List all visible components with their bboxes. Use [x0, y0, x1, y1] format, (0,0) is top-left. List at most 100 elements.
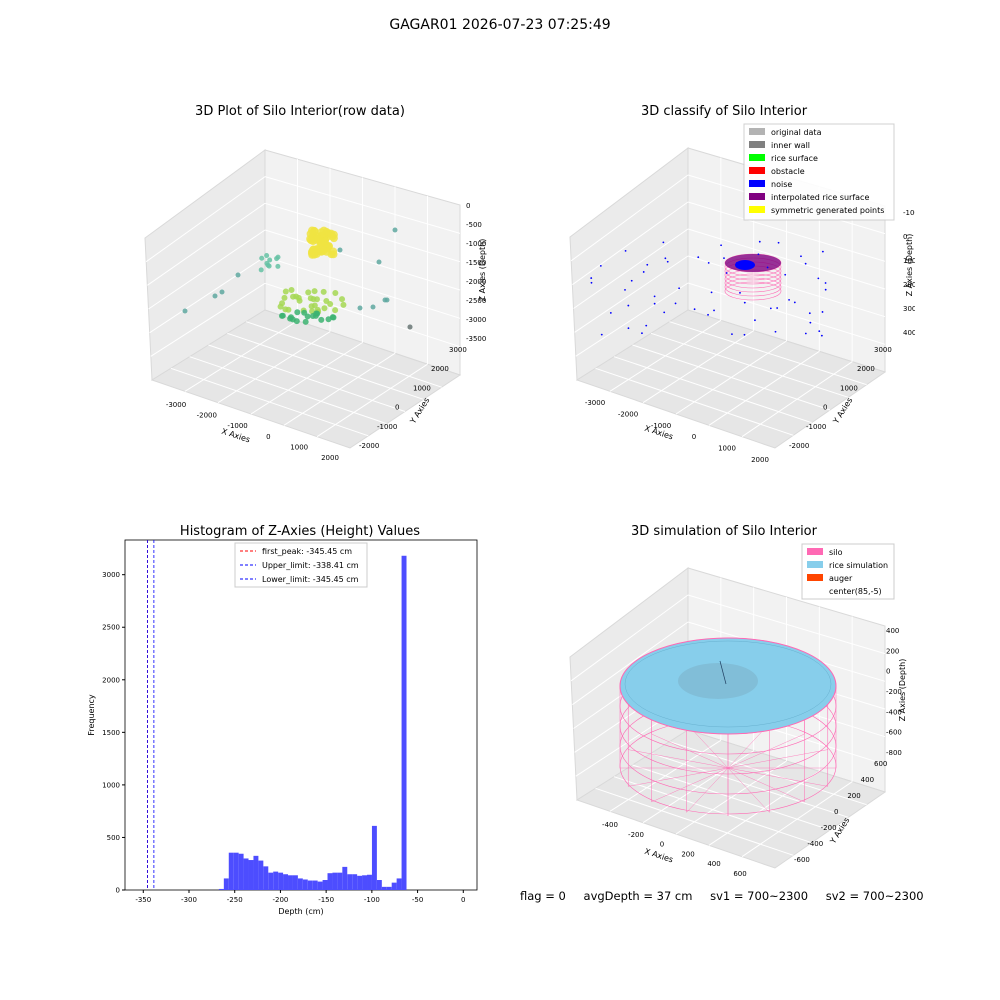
histogram-bar	[312, 880, 318, 890]
y-tick-label: -2000	[789, 442, 809, 450]
noise-point	[784, 273, 787, 276]
noise-point	[707, 261, 710, 264]
histogram-bar	[288, 875, 293, 890]
legend-swatch	[807, 548, 823, 555]
noise-point	[678, 287, 681, 290]
z-tick-label: 4000	[903, 329, 915, 337]
data-point	[290, 293, 297, 300]
noise-point	[713, 309, 715, 312]
noise-cluster	[735, 260, 755, 270]
y-tick-label: 1000	[102, 781, 120, 789]
silo-floor-rib	[727, 749, 828, 769]
data-point	[235, 272, 241, 278]
data-point	[266, 263, 272, 269]
x-tick-label: -200	[628, 831, 644, 839]
noise-point	[757, 253, 760, 256]
histogram-bar	[258, 860, 264, 890]
z-tick-label: 0	[903, 233, 907, 241]
noise-point	[743, 301, 746, 304]
noise-point	[645, 324, 648, 327]
histogram-bar	[396, 878, 402, 890]
y-tick-label: 3000	[449, 346, 467, 354]
z-tick-label: 0	[886, 668, 890, 676]
noise-point	[642, 271, 645, 273]
y-tick-label: 0	[823, 404, 827, 412]
data-point	[337, 247, 343, 253]
avg-depth-status: avgDepth = 37 cm	[583, 889, 693, 903]
data-point	[340, 301, 347, 308]
histogram-bar	[248, 860, 254, 890]
legend-label: center(85,-5)	[829, 587, 882, 596]
histogram-bar	[357, 875, 363, 890]
legend-label: rice simulation	[829, 561, 888, 570]
y-tick-label: 400	[861, 776, 874, 784]
y-tick-label: 0	[834, 808, 838, 816]
silo-floor-rib	[727, 767, 828, 787]
legend-label: symmetric generated points	[771, 206, 884, 215]
noise-point	[739, 291, 741, 294]
grid-line	[741, 781, 853, 858]
x-tick-label: 0	[461, 896, 465, 904]
data-point	[370, 304, 376, 310]
y-tick-label: 0	[116, 887, 120, 895]
y-tick-label: 200	[847, 792, 860, 800]
noise-point	[590, 281, 593, 284]
x-tick-label: 0	[266, 433, 270, 441]
noise-point	[766, 266, 769, 269]
legend-frame	[234, 542, 368, 588]
noise-point	[630, 279, 633, 282]
z-tick-label: -1000	[466, 240, 486, 248]
legend-swatch	[749, 167, 765, 174]
noise-point	[808, 312, 811, 315]
rice-mesh	[624, 640, 832, 728]
data-point	[307, 295, 314, 302]
noise-point	[646, 263, 649, 266]
noise-point	[731, 333, 733, 336]
data-point	[329, 247, 338, 256]
legend-swatch	[749, 141, 765, 148]
histogram-bar	[317, 881, 323, 890]
x-tick-label: -150	[318, 896, 334, 904]
histogram-bar	[233, 852, 239, 890]
x-tick-label: -1000	[651, 422, 671, 430]
raw-3d-scatter: -3000 -2000 -1000 0 1000 2000 -2000 -1000 0 1000 2…	[144, 149, 487, 462]
y-tick-label: 600	[874, 760, 887, 768]
y-tick-label: 2000	[102, 676, 120, 684]
simulation-3d-plot: -400-2000200400600-600-400-2000200400600…	[569, 543, 907, 878]
x-tick-label: 200	[681, 850, 694, 858]
data-point	[318, 316, 325, 323]
histogram-bar	[322, 880, 328, 890]
histogram-bar	[302, 879, 308, 890]
histogram-bar	[401, 555, 407, 890]
x-tick-label: -50	[412, 896, 423, 904]
grid-line	[150, 282, 266, 357]
z-tick-label: -600	[886, 729, 902, 737]
data-point	[311, 302, 318, 309]
noise-point	[653, 302, 656, 305]
noise-point	[663, 311, 666, 314]
histogram-bar	[367, 874, 372, 890]
x-tick-label: -3000	[166, 401, 186, 409]
data-point	[329, 314, 336, 321]
histogram-bar	[223, 878, 229, 890]
noise-point	[774, 330, 777, 333]
legend-swatch	[749, 180, 765, 187]
data-point	[275, 263, 281, 269]
x-tick-label: 400	[707, 860, 720, 868]
histogram-bar	[337, 872, 343, 890]
legend-label: first_peak: -345.45 cm	[262, 547, 352, 556]
noise-point	[666, 260, 669, 263]
grid-line	[687, 594, 886, 655]
z-axis-label: Z Axies (Depth)	[478, 239, 487, 302]
noise-point	[824, 288, 827, 291]
data-point	[278, 312, 285, 319]
silo-floor-rib	[727, 767, 770, 813]
noise-point	[600, 333, 603, 336]
histogram-bar	[352, 874, 358, 890]
data-point	[407, 324, 413, 330]
silo-floor-rib	[628, 767, 729, 787]
grid-line	[148, 229, 266, 310]
noise-point	[758, 240, 761, 243]
noise-point	[624, 249, 627, 252]
legend-swatch	[807, 561, 823, 568]
